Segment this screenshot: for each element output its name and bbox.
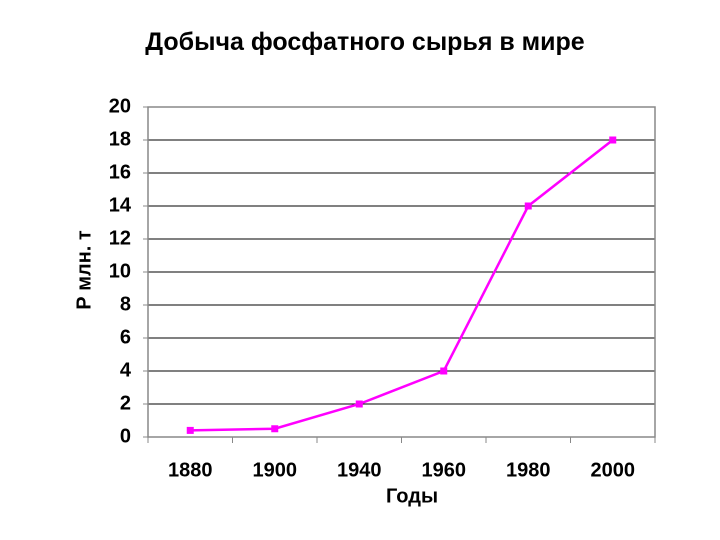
y-tick-label: 18 [109, 128, 131, 150]
marker [524, 202, 532, 210]
x-tick-label: 1980 [506, 459, 551, 481]
marker [440, 367, 448, 375]
y-tick-label: 20 [109, 95, 131, 117]
x-axis-label: Годы [386, 485, 438, 507]
chart-title: Добыча фосфатного сырья в мире [145, 28, 585, 56]
x-tick-label: 1960 [422, 459, 467, 481]
y-tick-label: 8 [120, 293, 131, 315]
marker [355, 400, 363, 408]
marker [609, 136, 617, 144]
y-tick-label: 16 [109, 161, 131, 183]
x-tick-label: 1880 [168, 459, 213, 481]
y-tick-label: 4 [120, 359, 132, 381]
x-tick-label: 2000 [591, 459, 636, 481]
y-tick-label: 6 [120, 326, 131, 348]
y-tick-label: 12 [109, 227, 131, 249]
y-tick-label: 14 [109, 194, 132, 216]
x-tick-label: 1940 [337, 459, 382, 481]
marker [271, 425, 279, 433]
y-tick-label: 2 [120, 392, 131, 414]
y-tick-label: 10 [109, 260, 131, 282]
line [190, 139, 614, 432]
y-axis-label: Р млн. т [73, 230, 95, 310]
marker [186, 426, 194, 434]
x-tick-label: 1900 [253, 459, 298, 481]
y-tick-label: 0 [120, 425, 131, 447]
